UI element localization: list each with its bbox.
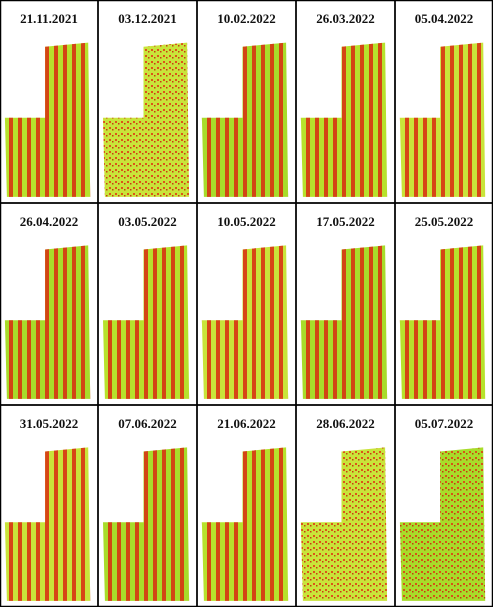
field-map-overlay <box>301 447 387 601</box>
date-label: 26.03.2022 <box>316 11 375 26</box>
date-label: 17.05.2022 <box>316 214 375 229</box>
date-label: 03.05.2022 <box>118 214 177 229</box>
date-label: 03.12.2021 <box>118 11 177 26</box>
field-map-overlay <box>400 43 485 197</box>
field-map-overlay <box>5 43 90 197</box>
date-label: 07.06.2022 <box>118 416 177 431</box>
field-map-overlay <box>5 447 90 601</box>
date-label: 28.06.2022 <box>316 416 375 431</box>
field-map-overlay <box>103 43 189 197</box>
date-label: 10.02.2022 <box>217 11 276 26</box>
field-map-overlay <box>103 245 189 399</box>
date-label: 21.06.2022 <box>217 416 276 431</box>
date-label: 21.11.2021 <box>20 11 78 26</box>
field-map-overlay <box>202 245 288 399</box>
field-map-overlay <box>400 245 485 399</box>
field-map-overlay <box>5 245 90 399</box>
field-map-overlay <box>301 43 387 197</box>
date-label: 05.07.2022 <box>415 416 474 431</box>
figure-grid: 21.11.2021 03.12.2021 10.02.2022 26.03.2022… <box>0 0 493 607</box>
date-label: 26.04.2022 <box>20 214 79 229</box>
field-map-overlay <box>103 447 189 601</box>
page: {"panels": [ {"date": "21.11.2021"}, {"d… <box>0 0 493 607</box>
date-label: 05.04.2022 <box>415 11 474 26</box>
field-map-overlay <box>202 447 288 601</box>
field-map-overlay <box>202 43 288 197</box>
date-label: 31.05.2022 <box>20 416 79 431</box>
field-map-overlay <box>301 245 387 399</box>
date-label: 25.05.2022 <box>415 214 474 229</box>
field-map-overlay <box>400 447 485 601</box>
date-label: 10.05.2022 <box>217 214 276 229</box>
